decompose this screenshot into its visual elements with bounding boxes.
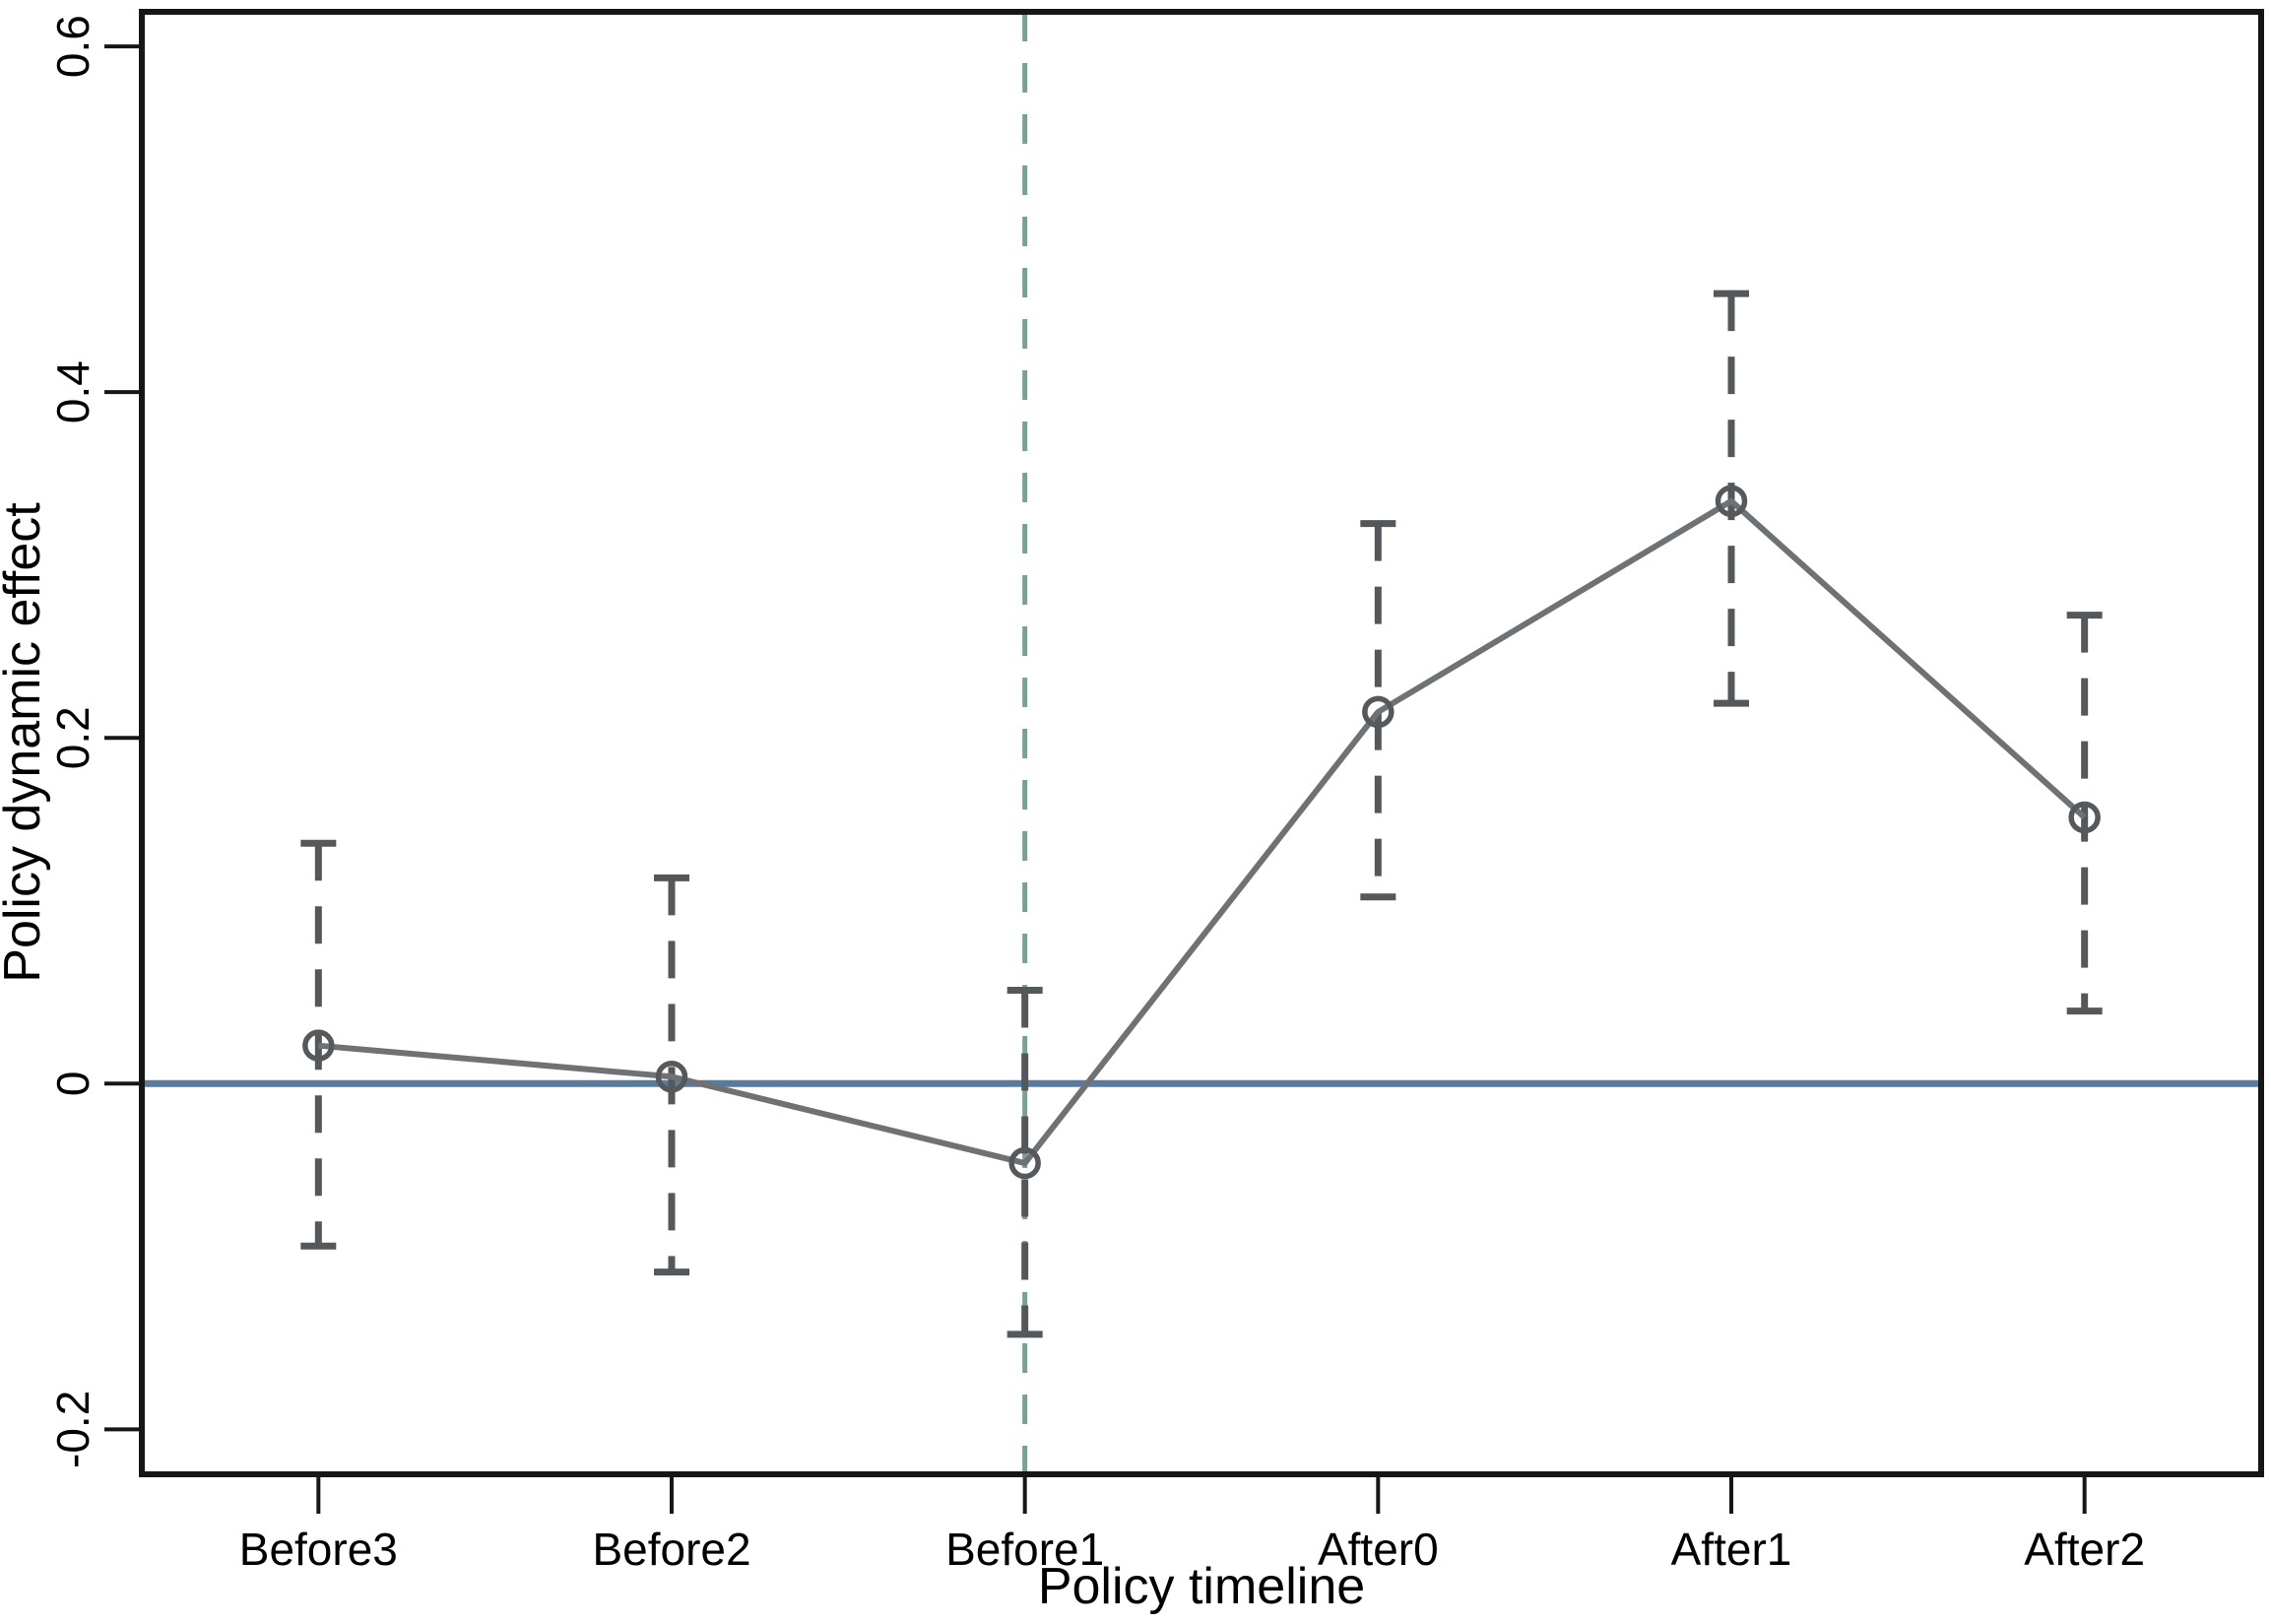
y-tick-label: 0.6 [47,15,98,78]
x-tick-label: After2 [2024,1524,2145,1575]
x-tick-label: After1 [1671,1524,1792,1575]
series-line [318,497,2087,1167]
data-point-marker [1715,485,1748,518]
y-axis-title: Policy dynamic effect [0,502,51,983]
data-point-marker [2068,801,2101,834]
y-tick-label: 0 [47,1072,98,1097]
y-tick-label: 0.4 [47,360,98,423]
x-tick-label: Before2 [592,1524,750,1575]
axes-layer: -0.2 0 0.2 0.4 0.6 Before3 Before2 Before1 After… [47,9,2264,1575]
x-tick-label: Before1 [945,1524,1104,1575]
data-point-marker [1362,695,1395,729]
x-tick-label: After0 [1318,1524,1439,1575]
x-tick-label: Before3 [239,1524,398,1575]
data-point-marker [1008,1146,1041,1180]
x-axis-title: Policy timeline [1038,1558,1365,1615]
reference-lines-layer [142,12,2261,1474]
plot-border [139,9,2264,1477]
data-point-marker [302,1029,335,1062]
data-layer [300,290,2103,1338]
data-point-marker [655,1061,688,1093]
y-tick-label: -0.2 [47,1391,98,1468]
y-tick-label: 0.2 [47,706,98,769]
